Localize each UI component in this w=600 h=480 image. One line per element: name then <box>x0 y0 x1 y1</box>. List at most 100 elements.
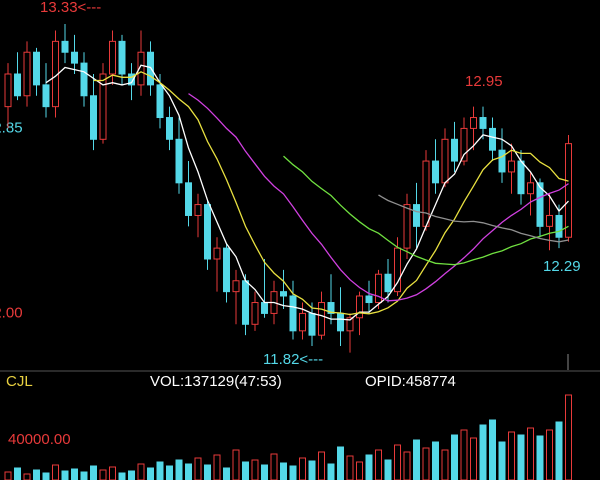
candle-body <box>489 127 496 151</box>
price-annotation: 12.95 <box>465 73 503 90</box>
opid-text: OPID:458774 <box>365 373 456 390</box>
candle-body <box>308 312 316 336</box>
candle-body <box>61 40 69 53</box>
volume-bar <box>109 466 116 480</box>
volume-bar <box>384 459 392 480</box>
candle-body <box>565 143 572 238</box>
volume-title: CJL <box>6 373 33 390</box>
volume-bar <box>422 447 430 480</box>
candle-body <box>137 51 145 86</box>
volume-bar <box>4 471 12 480</box>
candle-body <box>422 160 430 227</box>
volume-bar <box>99 469 107 480</box>
volume-bar <box>223 467 230 480</box>
volume-bar <box>489 419 496 480</box>
volume-bar <box>308 460 316 480</box>
volume-bar <box>337 446 344 480</box>
volume-bar <box>251 459 259 480</box>
volume-bar <box>156 461 164 480</box>
volume-text: VOL:137129(47:53) <box>150 373 282 390</box>
volume-bar <box>118 472 126 480</box>
candle-body <box>441 138 449 184</box>
volume-bar <box>441 449 449 480</box>
y-tick-label: 12.85 <box>0 119 23 136</box>
volume-bar <box>413 439 420 480</box>
candle-body <box>413 204 420 227</box>
volume-bar <box>565 394 572 480</box>
candle-body <box>479 117 487 129</box>
price-annotation: 11.82<--- <box>263 351 323 368</box>
moving-average <box>283 155 569 266</box>
candle-body <box>508 160 515 173</box>
candle-body <box>166 117 173 140</box>
volume-bar <box>147 467 154 480</box>
volume-bar <box>432 441 439 480</box>
candle-body <box>555 214 563 238</box>
candle-body <box>156 84 164 119</box>
candle-body <box>213 247 221 260</box>
volume-bar <box>527 427 534 480</box>
candle-body <box>527 182 534 195</box>
candle-body <box>175 138 183 184</box>
candle-body <box>4 73 12 108</box>
volume-bar <box>356 461 363 480</box>
volume-bar <box>242 461 249 480</box>
candle-body <box>346 317 354 332</box>
volume-bar <box>166 465 173 480</box>
candle-body <box>128 73 135 86</box>
volume-bar <box>52 464 59 480</box>
volume-bar <box>280 462 287 480</box>
volume-bar <box>185 463 192 480</box>
price-annotation: 12.29 <box>543 258 581 275</box>
candle-body <box>109 40 116 75</box>
candle-body <box>394 247 401 293</box>
candle-body <box>242 280 249 325</box>
candle-body <box>337 312 344 332</box>
candle-body <box>299 312 306 332</box>
volume-bar <box>61 470 69 480</box>
volume-bar <box>327 463 335 480</box>
candle-body <box>80 62 88 97</box>
candle-body <box>71 51 78 64</box>
volume-bar <box>175 459 183 480</box>
volume-bar <box>289 465 297 480</box>
candle-body <box>185 182 192 216</box>
candle-body <box>318 302 325 336</box>
candle-body <box>375 273 382 304</box>
candle-body <box>23 51 31 97</box>
candle-body <box>451 138 458 162</box>
volume-bar <box>128 470 135 480</box>
volume-bar <box>232 449 240 480</box>
y-tick-label: 12.00 <box>0 304 23 321</box>
volume-bar <box>451 434 458 480</box>
candle-body <box>261 302 268 314</box>
candle-body <box>194 204 202 216</box>
volume-bar <box>365 454 373 480</box>
candle-body <box>289 295 297 332</box>
volume-bar <box>460 429 468 480</box>
volume-bar <box>498 441 506 480</box>
candle-body <box>384 273 392 293</box>
candle-body <box>470 117 477 129</box>
candle-body <box>99 73 107 140</box>
volume-bar <box>33 469 40 480</box>
volume-bar <box>546 429 553 480</box>
volume-bar <box>194 457 202 480</box>
candle-body <box>251 302 259 325</box>
candle-body <box>365 295 373 304</box>
volume-tick-label: 40000.00 <box>8 431 71 448</box>
price-annotation: 13.33<--- <box>40 0 101 16</box>
volume-bar <box>536 435 544 480</box>
candle-body <box>546 214 553 227</box>
volume-bar <box>555 421 563 480</box>
volume-bar <box>403 451 411 480</box>
candle-body <box>536 182 544 227</box>
volume-bar <box>479 424 487 480</box>
volume-bar <box>517 434 525 480</box>
moving-average <box>93 71 569 316</box>
moving-average <box>45 64 569 321</box>
moving-average <box>188 93 569 302</box>
candle-body <box>517 160 525 195</box>
volume-bar <box>23 473 31 480</box>
